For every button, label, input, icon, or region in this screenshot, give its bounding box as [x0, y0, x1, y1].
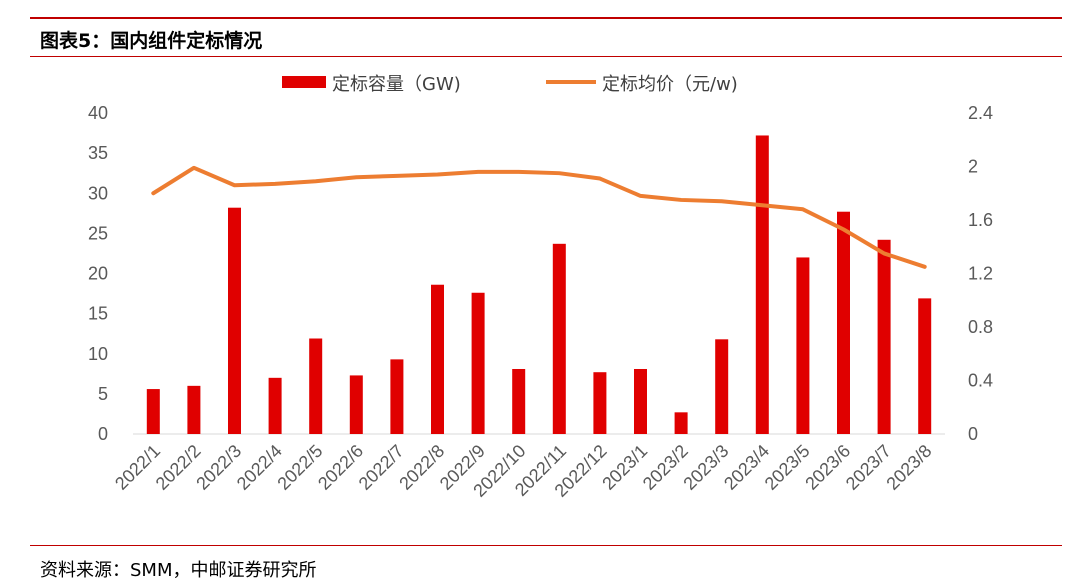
x-tick-label: 2023/5: [761, 441, 814, 494]
left-tick-label: 15: [88, 304, 108, 324]
legend-label-line: 定标均价（元/w): [602, 74, 738, 95]
x-tick-label: 2023/7: [842, 441, 895, 494]
right-tick-label: 0: [968, 424, 978, 444]
left-tick-label: 5: [98, 384, 108, 404]
bar: [349, 375, 363, 434]
left-tick-label: 10: [88, 344, 108, 364]
bar: [390, 359, 404, 434]
bar: [512, 368, 526, 434]
x-tick-label: 2023/3: [679, 441, 732, 494]
x-tick-label: 2023/6: [801, 441, 854, 494]
left-tick-label: 25: [88, 223, 108, 243]
bar: [674, 412, 688, 434]
x-tick-label: 2022/8: [395, 441, 448, 494]
top-rule: [30, 17, 1062, 19]
bar: [634, 368, 647, 434]
bottom-rule: [30, 545, 1062, 546]
bar: [187, 385, 201, 434]
x-tick-label: 2022/5: [273, 441, 326, 494]
legend-swatch-bar: [282, 76, 326, 88]
right-tick-label: 1.2: [968, 264, 993, 284]
right-tick-label: 2: [968, 157, 978, 177]
right-tick-label: 0.4: [968, 371, 993, 391]
bar: [431, 284, 444, 434]
legend-label-bar: 定标容量（GW): [332, 74, 461, 95]
bar: [837, 211, 850, 434]
x-tick-label: 2022/2: [152, 441, 205, 494]
bar: [715, 339, 729, 434]
bar: [309, 338, 323, 434]
left-tick-label: 20: [88, 264, 108, 284]
left-tick-label: 35: [88, 143, 108, 163]
bar: [877, 239, 891, 434]
right-tick-label: 2.4: [968, 103, 993, 123]
x-tick-label: 2022/7: [355, 441, 408, 494]
bar: [593, 372, 607, 434]
bar: [552, 243, 566, 434]
figure-source: 资料来源：SMM，中邮证券研究所: [40, 560, 317, 581]
bar: [268, 377, 282, 434]
x-tick-label: 2023/2: [639, 441, 692, 494]
chart: 定标容量（GW) 定标均价（元/w) 0 5 10 15 20 25 30 35 40 0 0.4 0.8…: [88, 74, 993, 501]
x-tick-label: 2022/1: [111, 441, 164, 494]
bar: [146, 389, 160, 434]
left-tick-label: 0: [98, 424, 108, 444]
bar: [755, 135, 769, 434]
x-tick-label: 2023/8: [882, 441, 935, 494]
right-tick-label: 0.8: [968, 317, 993, 337]
price-line: [151, 165, 927, 269]
bar: [918, 298, 932, 434]
figure-title: 图表5：国内组件定标情况: [40, 30, 263, 52]
title-rule: [30, 56, 1062, 57]
x-tick-label: 2022/4: [233, 441, 286, 494]
right-tick-label: 1.6: [968, 210, 993, 230]
x-tick-label: 2022/6: [314, 441, 367, 494]
left-tick-label: 30: [88, 183, 108, 203]
x-tick-label: 2023/1: [598, 441, 651, 494]
bar: [471, 292, 485, 434]
bar: [228, 207, 241, 434]
left-tick-label: 40: [88, 103, 108, 123]
bar: [796, 257, 810, 434]
x-tick-label: 2022/3: [192, 441, 245, 494]
x-tick-label: 2023/4: [720, 441, 773, 494]
